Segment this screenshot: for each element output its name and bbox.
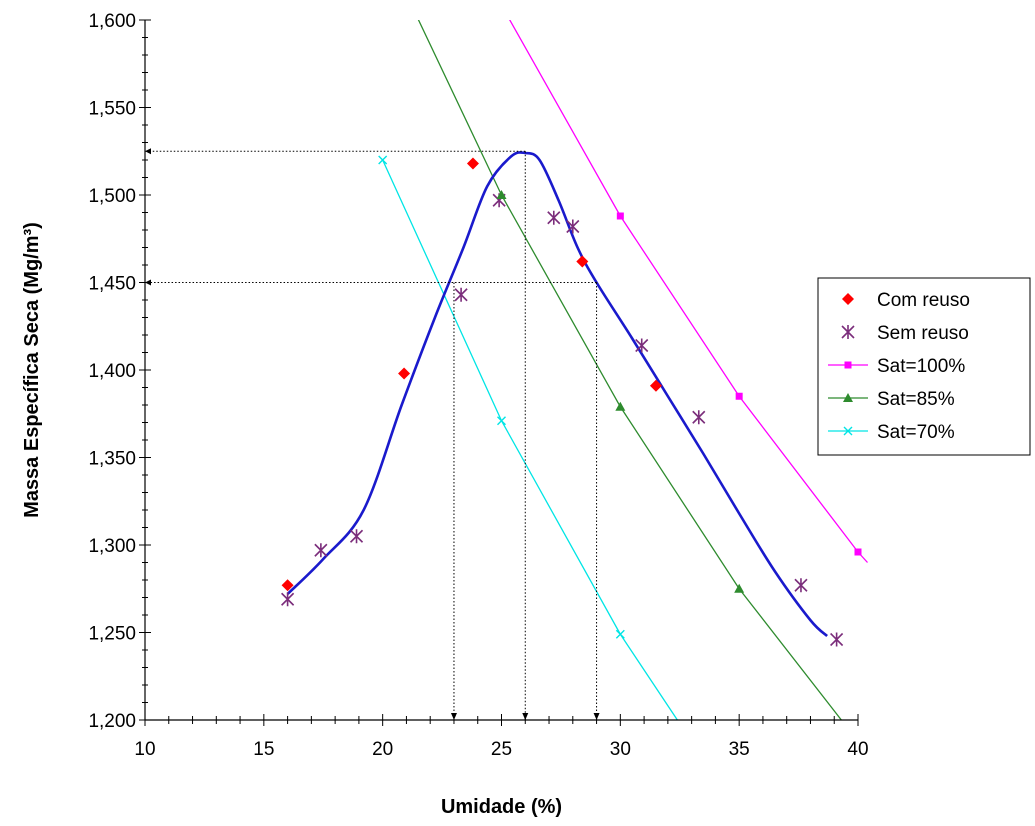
asterisk-marker-shape [566,219,580,234]
asterisk-marker-shape [314,543,328,558]
series-0-point-4 [649,379,662,392]
y-tick-label: 1,300 [88,536,136,557]
y-tick-label: 1,400 [88,361,136,382]
legend-label-4: Sat=70% [877,422,955,443]
legend-item-4: Sat=70% [828,422,955,443]
series-line-3 [417,20,842,720]
legend-item-0: Com reuso [842,290,970,311]
legend-label-2: Sat=100% [877,356,965,377]
series-0-point-3 [576,255,589,268]
series-1-point-9 [794,578,808,593]
square-marker-shape [854,548,862,556]
series-0-point-0 [281,579,294,592]
asterisk-marker-shape [635,338,649,353]
triangle-marker-shape [843,393,853,402]
x-marker-shape [378,155,388,165]
y-tick-label: 1,550 [88,99,136,120]
asterisk-marker-shape [349,529,364,544]
legend-label-1: Sem reuso [877,323,969,344]
triangle-marker-shape [734,583,745,593]
square-marker-shape [616,212,624,220]
y-tick-label: 1,450 [88,274,136,295]
series-3-point-0 [496,190,507,199]
triangle-marker-shape [496,190,507,199]
y-axis-title: Massa Específica Seca (Mg/m³) [21,222,43,518]
asterisk-marker-shape [692,410,706,425]
series-1-point-0 [281,592,295,607]
y-tick-label: 1,350 [88,449,136,470]
x-tick-label: 40 [847,739,868,760]
series-1-point-2 [349,529,364,544]
series-4-point-0 [378,155,388,165]
triangle-marker-shape [615,401,626,411]
series-line-2 [509,20,868,563]
series-1-point-3 [454,287,468,302]
diamond-marker-shape [649,379,662,392]
x-tick-label: 20 [372,739,393,760]
square-marker-shape [844,361,852,369]
legend-marker-0 [842,293,854,305]
x-tick-label: 15 [253,739,274,760]
y-tick-label: 1,250 [88,624,136,645]
x-tick-label: 25 [491,739,512,760]
x-marker-shape [843,426,853,436]
square-marker-shape [735,392,743,400]
legend-item-1: Sem reuso [841,323,969,344]
legend-item-3: Sat=85% [828,389,955,410]
asterisk-marker-shape [841,325,855,339]
plot-area [145,20,868,720]
x-tick-label: 35 [729,739,750,760]
asterisk-marker-shape [794,578,808,593]
axes: 1,200 1,250 1,300 1,350 1,400 1,450 1,500 1,550… [88,11,868,760]
legend-marker-4 [843,426,853,436]
diamond-marker-shape [576,255,589,268]
reference-arrow-0 [145,148,151,155]
series-3-point-2 [734,583,745,593]
diamond-marker-shape [281,579,294,592]
series-1-point-5 [547,210,561,225]
series-4-point-1 [497,416,506,426]
series-1-point-6 [566,219,580,234]
asterisk-marker-shape [281,592,295,607]
diamond-marker-shape [466,157,479,170]
series-1-point-8 [692,410,706,425]
compaction-curve [286,151,828,637]
series-2-point-1 [735,392,743,400]
x-marker-shape [615,629,625,639]
legend: Com reuso Sem reuso Sat=100% Sat=85% Sat=70% [817,277,1031,456]
legend-label-0: Com reuso [877,290,970,311]
legend-label-3: Sat=85% [877,389,955,410]
asterisk-marker-shape [454,287,468,302]
x-tick-label: 30 [610,739,631,760]
series-3-point-1 [615,401,626,411]
x-axis-title: Umidade (%) [441,796,562,818]
series-2-point-0 [616,212,624,220]
asterisk-marker-shape [830,632,844,647]
y-tick-label: 1,500 [88,186,136,207]
legend-marker-1 [841,325,855,339]
diamond-marker-shape [398,367,411,380]
diamond-marker-shape [842,293,854,305]
legend-box [817,277,1031,456]
series-2-point-2 [854,548,862,556]
series-line-4 [382,159,678,720]
y-tick-label: 1,200 [88,711,136,732]
x-tick-label: 10 [134,739,155,760]
legend-marker-3 [843,393,853,402]
legend-marker-2 [844,361,852,369]
y-tick-label: 1,600 [88,11,136,32]
series-1-point-7 [635,338,649,353]
series-0-point-2 [466,157,479,170]
series-1-point-1 [314,543,328,558]
legend-item-2: Sat=100% [828,356,965,377]
series-4-point-2 [615,629,625,639]
series-0-point-1 [398,367,411,380]
x-marker-shape [497,416,506,426]
asterisk-marker-shape [547,210,561,225]
series-1-point-10 [830,632,844,647]
